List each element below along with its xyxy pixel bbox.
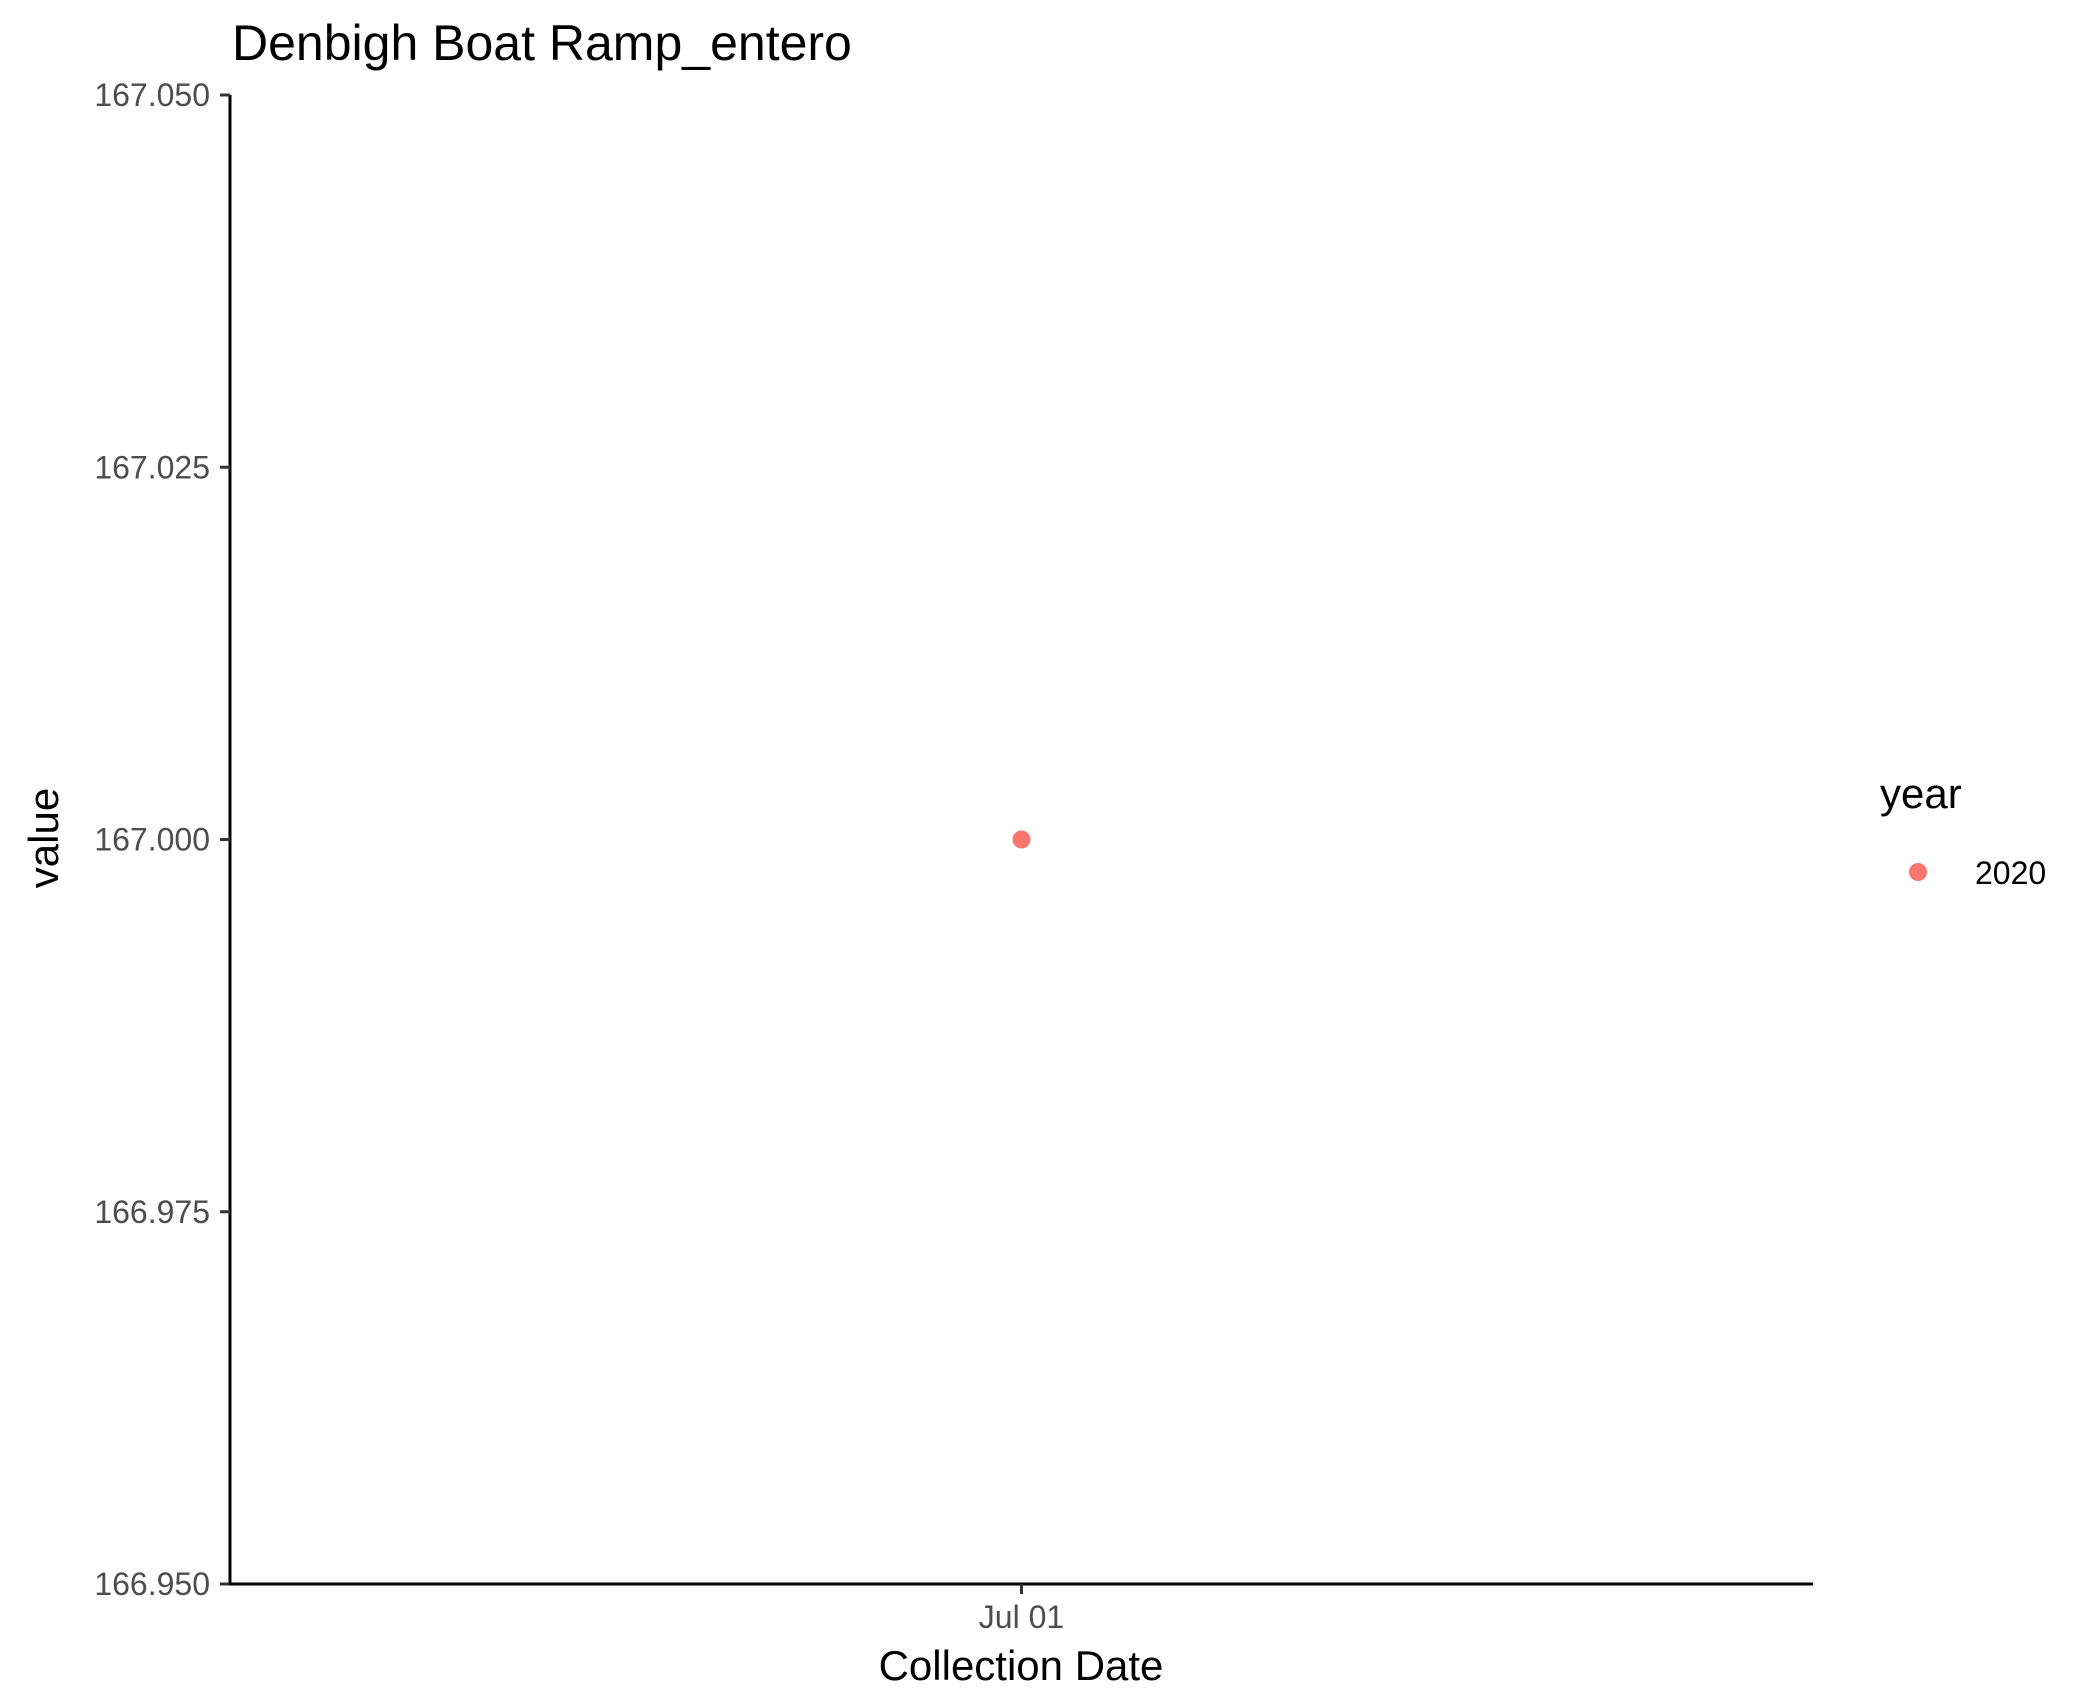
y-tick-label: 166.975: [94, 1194, 210, 1230]
x-axis-title: Collection Date: [879, 1642, 1164, 1689]
x-tick-label: Jul 01: [979, 1599, 1064, 1635]
y-axis: 166.950 166.975 167.000 167.025 167.050: [94, 77, 232, 1602]
y-tick-label: 167.000: [94, 822, 210, 858]
y-axis-title: value: [20, 788, 67, 888]
data-point: [1012, 830, 1031, 849]
y-tick-label: 167.050: [94, 77, 210, 113]
legend-title: year: [1880, 770, 1962, 817]
legend-key: [1909, 863, 1927, 881]
chart-title: Denbigh Boat Ramp_entero: [232, 15, 852, 71]
y-tick-label: 166.950: [94, 1566, 210, 1602]
data-points: [1012, 830, 1031, 849]
legend-label: 2020: [1975, 855, 2046, 891]
legend: year 2020: [1880, 770, 2046, 891]
y-tick-label: 167.025: [94, 449, 210, 485]
x-axis: Jul 01: [229, 1582, 1813, 1635]
legend-entries: 2020: [1909, 855, 2046, 891]
